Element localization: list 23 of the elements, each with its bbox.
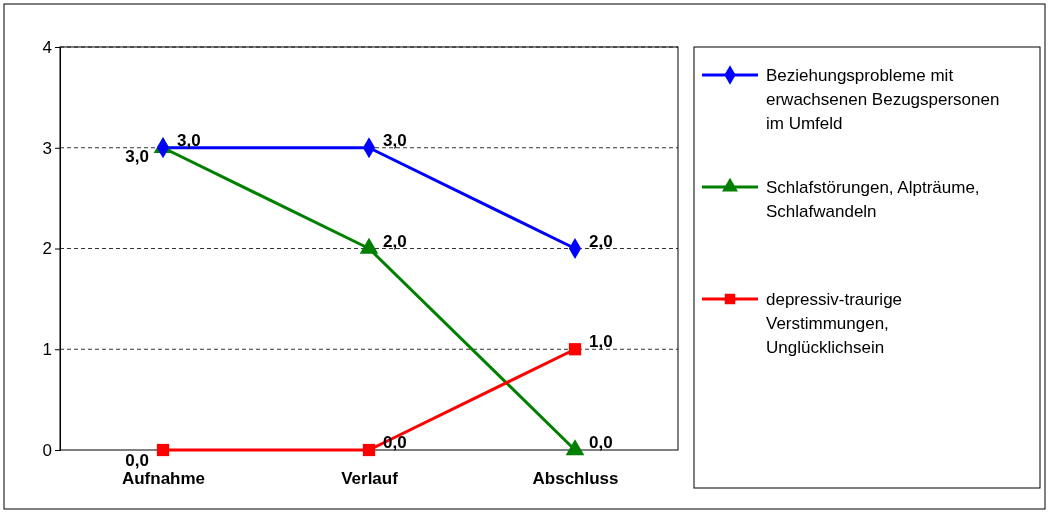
data-label: 2,0 bbox=[383, 231, 407, 251]
legend-label: Beziehungsprobleme mit erwachsenen Bezugspersonen im Umfeld bbox=[766, 66, 1000, 133]
y-tick-label: 4 bbox=[42, 37, 52, 57]
x-tick-label: Aufnahme bbox=[121, 469, 206, 489]
data-label: 0,0 bbox=[589, 433, 613, 452]
legend-label: Schlafstörungen, Alpträume, Schlafwandeln bbox=[766, 178, 980, 221]
x-tick-label: Abschluss bbox=[532, 469, 619, 489]
y-tick-label: 2 bbox=[42, 239, 52, 259]
legend-label: depressiv-traurige Verstimmungen, Unglücklichsein bbox=[766, 290, 903, 357]
data-label: 3,0 bbox=[383, 130, 407, 150]
data-label: 2,0 bbox=[589, 231, 613, 251]
x-tick-label: Verlauf bbox=[341, 469, 399, 489]
data-label: 1,0 bbox=[589, 332, 613, 352]
y-tick-label: 3 bbox=[42, 138, 52, 158]
y-tick-label: 1 bbox=[42, 340, 52, 360]
point bbox=[568, 343, 582, 356]
data-label: 3,0 bbox=[125, 146, 149, 166]
point bbox=[156, 443, 170, 457]
data-label: 3,0 bbox=[177, 130, 201, 150]
point bbox=[362, 443, 376, 457]
data-label: 0,0 bbox=[125, 451, 149, 470]
data-label: 0,0 bbox=[383, 433, 407, 452]
y-tick-label: 0 bbox=[42, 440, 52, 460]
